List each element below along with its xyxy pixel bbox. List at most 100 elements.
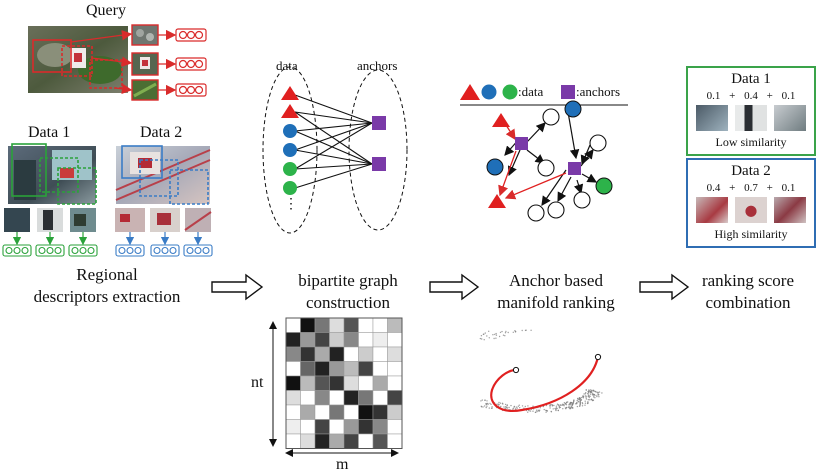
manifold-point bbox=[484, 332, 486, 334]
rank-anchor-2 bbox=[568, 162, 581, 175]
rank-node-6 bbox=[527, 204, 545, 222]
panel-thumb-1 bbox=[696, 105, 728, 131]
score-plus-1: + bbox=[729, 182, 736, 194]
manifold-point bbox=[583, 393, 585, 395]
manifold-point bbox=[514, 330, 516, 332]
data1-image bbox=[8, 146, 96, 204]
matrix-cell bbox=[285, 361, 301, 377]
manifold-point bbox=[578, 398, 580, 401]
score-2: 0.4 bbox=[744, 90, 758, 102]
manifold-point bbox=[505, 406, 507, 408]
score-1: 0.1 bbox=[706, 90, 721, 102]
manifold-point bbox=[581, 403, 584, 405]
manifold-point bbox=[587, 394, 590, 396]
data-node-circle-1 bbox=[283, 124, 297, 138]
panel-thumb-3 bbox=[774, 197, 806, 223]
matrix-cell bbox=[300, 390, 316, 406]
manifold-point bbox=[584, 404, 586, 406]
manifold-point bbox=[504, 335, 506, 337]
manifold-point bbox=[569, 402, 572, 404]
result-panel-data1: Data 1 0.1 + 0.4 + 0.1 Low similarity bbox=[686, 66, 816, 156]
matrix-frame bbox=[285, 317, 403, 449]
data1-title: Data 1 bbox=[28, 124, 71, 141]
manifold-point bbox=[538, 410, 540, 412]
matrix-cell bbox=[329, 375, 345, 391]
stage-ranking-line-1: Anchor based bbox=[509, 271, 603, 290]
manifold-point bbox=[504, 403, 507, 406]
manifold-point bbox=[499, 331, 502, 334]
stage-combination-label: ranking score combination bbox=[678, 270, 818, 314]
manifold-point bbox=[549, 404, 551, 406]
panel-thumb-3 bbox=[774, 105, 806, 131]
matrix-cell bbox=[387, 404, 403, 420]
manifold-point bbox=[529, 410, 532, 412]
matrix-rows-label: nt bbox=[251, 374, 264, 391]
affinity-matrix bbox=[285, 317, 403, 449]
stage-combination-line-1: ranking score bbox=[701, 271, 795, 290]
manifold-point bbox=[588, 389, 590, 391]
stage-bipartite-label: bipartite graph construction bbox=[268, 270, 428, 314]
data1-region-boxes bbox=[11, 143, 97, 205]
manifold-point bbox=[589, 395, 591, 397]
manifold-point bbox=[576, 399, 578, 402]
stage-extraction-label: Regional descriptors extraction bbox=[2, 264, 212, 308]
manifold-point bbox=[585, 398, 588, 400]
manifold-point bbox=[490, 403, 492, 406]
data2-crops bbox=[115, 208, 212, 232]
manifold-point bbox=[527, 411, 529, 413]
panel-thumb-2 bbox=[735, 197, 767, 223]
manifold-point bbox=[580, 399, 583, 401]
rank-query-triangle-1 bbox=[492, 113, 510, 127]
manifold-point bbox=[501, 402, 504, 404]
manifold-point bbox=[545, 411, 547, 413]
manifold-point bbox=[597, 391, 599, 394]
stage-bipartite-line-2: construction bbox=[305, 293, 391, 312]
data-node-circle-3 bbox=[283, 162, 297, 176]
manifold-point bbox=[592, 399, 595, 401]
manifold-point bbox=[584, 395, 587, 397]
manifold-point bbox=[592, 390, 594, 392]
manifold-point bbox=[536, 410, 538, 413]
manifold-point bbox=[483, 339, 485, 341]
manifold-point bbox=[486, 335, 488, 337]
manifold-point bbox=[543, 408, 545, 411]
manifold-point bbox=[508, 406, 510, 409]
matrix-cell bbox=[285, 346, 301, 362]
manifold-point bbox=[579, 397, 582, 400]
score-plus-2: + bbox=[766, 90, 773, 102]
manifold-point bbox=[566, 406, 568, 409]
manifold-point bbox=[570, 401, 573, 404]
matrix-cell bbox=[300, 361, 316, 377]
manifold-point bbox=[485, 406, 487, 409]
manifold-point bbox=[549, 405, 551, 407]
manifold-point bbox=[585, 397, 587, 399]
matrix-cell bbox=[329, 361, 345, 377]
manifold-point bbox=[580, 396, 582, 399]
manifold-point bbox=[513, 406, 515, 408]
ranking-edges-black bbox=[504, 111, 598, 206]
manifold-point bbox=[512, 331, 514, 333]
anchor-node-2 bbox=[372, 157, 386, 171]
manifold-point bbox=[515, 408, 517, 410]
data-node-triangle-1 bbox=[281, 86, 299, 100]
matrix-cell bbox=[358, 404, 374, 420]
manifold-point bbox=[593, 396, 595, 398]
manifold-point bbox=[495, 332, 497, 335]
matrix-cell bbox=[285, 317, 301, 333]
stage-extraction-line-1: Regional bbox=[76, 265, 138, 284]
score-plus-2: + bbox=[766, 182, 773, 194]
manifold-point bbox=[551, 404, 554, 406]
matrix-cell bbox=[329, 332, 345, 348]
matrix-cell bbox=[314, 404, 330, 420]
stage-ranking-line-2: manifold ranking bbox=[497, 293, 615, 312]
matrix-cell bbox=[300, 375, 316, 391]
manifold-point bbox=[481, 399, 483, 401]
manifold-point bbox=[517, 405, 519, 407]
manifold-point bbox=[587, 395, 589, 397]
manifold-spiral bbox=[479, 329, 603, 414]
matrix-cell bbox=[343, 346, 359, 362]
manifold-point bbox=[486, 405, 488, 407]
ranking-edges-red bbox=[498, 124, 567, 200]
